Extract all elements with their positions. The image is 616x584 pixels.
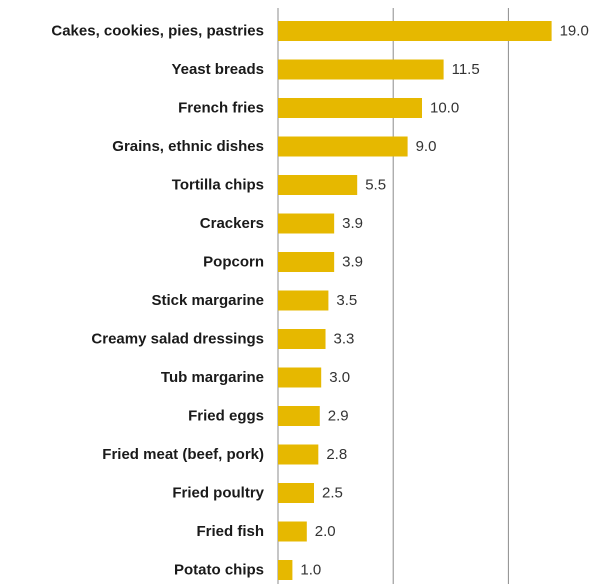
bar xyxy=(278,521,307,542)
category-label: Fried poultry xyxy=(172,485,264,502)
data-label: 3.5 xyxy=(336,292,357,309)
category-label: Fried eggs xyxy=(188,408,264,425)
bars xyxy=(278,21,552,580)
data-label: 19.0 xyxy=(560,23,589,40)
category-label: Tortilla chips xyxy=(172,177,264,194)
bar xyxy=(278,136,408,157)
data-label: 1.0 xyxy=(300,562,321,579)
category-label: Yeast breads xyxy=(171,61,264,78)
bar xyxy=(278,406,320,426)
data-label: 2.8 xyxy=(326,446,347,463)
bar xyxy=(278,290,329,311)
data-label: 3.9 xyxy=(342,215,363,232)
category-labels: Cakes, cookies, pies, pastries Yeast brea… xyxy=(51,23,264,579)
bar xyxy=(278,329,326,349)
category-label: French fries xyxy=(178,100,264,117)
bar xyxy=(278,213,335,234)
data-label: 2.5 xyxy=(322,485,343,502)
category-label: Potato chips xyxy=(174,562,264,579)
category-label: Crackers xyxy=(200,215,264,232)
category-label: Tub margarine xyxy=(161,369,264,386)
value-labels: 19.0 11.5 10.0 9.0 5.5 3.9 3.9 3.5 3.3 3.0 2.9 2.8 2… xyxy=(300,23,588,579)
bar xyxy=(278,59,444,80)
data-label: 2.9 xyxy=(328,408,349,425)
bar xyxy=(278,444,319,465)
category-label: Fried meat (beef, pork) xyxy=(102,446,264,463)
data-label: 11.5 xyxy=(452,61,480,78)
data-label: 3.3 xyxy=(334,331,355,348)
data-label: 5.5 xyxy=(365,177,386,194)
category-label: Stick margarine xyxy=(151,292,264,309)
data-label: 3.0 xyxy=(329,369,350,386)
data-label: 3.9 xyxy=(342,254,363,271)
bar xyxy=(278,483,314,503)
data-label: 10.0 xyxy=(430,100,459,117)
category-label: Cakes, cookies, pies, pastries xyxy=(51,23,264,40)
bar xyxy=(278,252,335,272)
bar xyxy=(278,98,422,118)
bar xyxy=(278,367,322,388)
category-label: Popcorn xyxy=(203,254,264,271)
category-label: Fried fish xyxy=(196,523,264,540)
bar xyxy=(278,175,358,195)
category-label: Creamy salad dressings xyxy=(91,331,264,348)
bar xyxy=(278,21,552,41)
data-label: 9.0 xyxy=(416,138,437,155)
bar xyxy=(278,560,293,580)
data-label: 2.0 xyxy=(315,523,336,540)
category-label: Grains, ethnic dishes xyxy=(112,138,264,155)
